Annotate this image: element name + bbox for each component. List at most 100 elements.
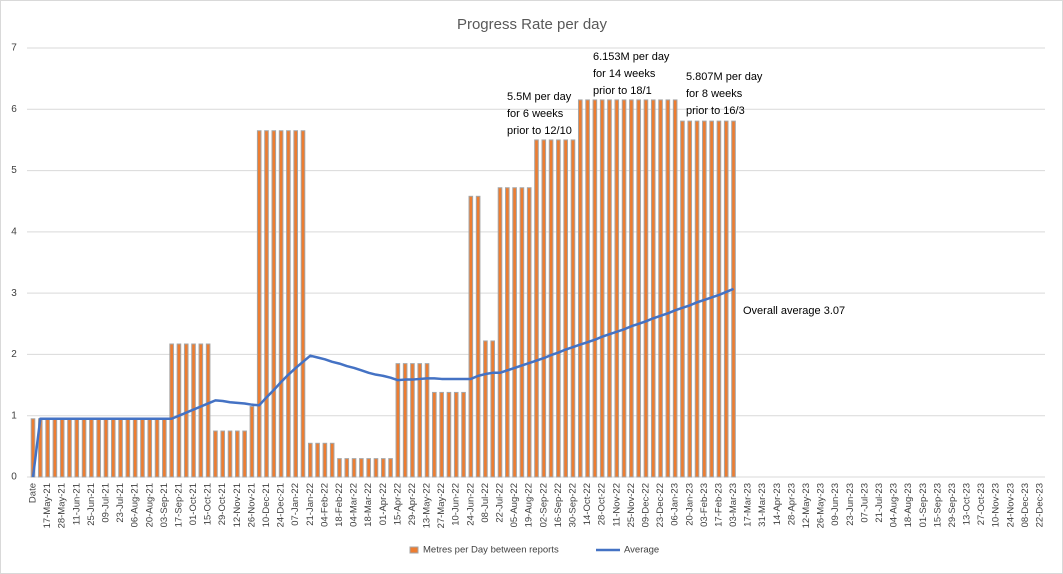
bar bbox=[147, 418, 153, 478]
x-tick-label: 15-Apr-22 bbox=[392, 483, 403, 525]
bar bbox=[89, 418, 94, 478]
bar bbox=[366, 458, 371, 478]
x-tick-label: 25-Nov-22 bbox=[626, 483, 637, 527]
bar bbox=[541, 139, 547, 478]
x-tick-label: 13-May-22 bbox=[422, 483, 433, 528]
bar bbox=[344, 458, 350, 478]
bar bbox=[183, 343, 189, 478]
x-tick-label: 24-Dec-21 bbox=[276, 483, 287, 527]
x-tick-label: 04-Aug-23 bbox=[889, 483, 900, 527]
x-tick-label: 03-Feb-23 bbox=[699, 483, 710, 527]
bar bbox=[548, 139, 554, 478]
y-tick-label: 4 bbox=[11, 226, 17, 237]
y-tick-label: 6 bbox=[11, 104, 17, 115]
bar bbox=[475, 195, 481, 478]
x-tick-label: 10-Jun-22 bbox=[451, 483, 462, 526]
bar bbox=[132, 418, 138, 478]
annotation: for 14 weeks bbox=[593, 68, 656, 80]
x-tick-label: 14-Oct-22 bbox=[582, 483, 593, 525]
x-tick-label: 13-Oct-23 bbox=[962, 483, 973, 525]
bar bbox=[220, 430, 226, 478]
bar bbox=[512, 187, 517, 478]
bar bbox=[483, 340, 488, 478]
x-tick-label: 25-Jun-21 bbox=[86, 483, 97, 526]
bar bbox=[59, 418, 65, 478]
bar bbox=[271, 130, 277, 478]
bar bbox=[227, 430, 233, 478]
x-tick-label: 21-Jul-23 bbox=[874, 483, 885, 523]
bar bbox=[424, 363, 430, 478]
bar bbox=[636, 99, 641, 478]
annotation: 5.807M per day bbox=[686, 71, 763, 83]
x-tick-label: 28-Apr-23 bbox=[786, 483, 797, 525]
x-tick-label: 22-Jul-22 bbox=[495, 483, 506, 523]
x-tick-label: 20-Aug-21 bbox=[144, 483, 155, 527]
bar bbox=[169, 343, 174, 478]
bar bbox=[315, 442, 320, 478]
bar bbox=[125, 418, 131, 478]
bar bbox=[286, 130, 291, 478]
bar bbox=[110, 418, 116, 478]
x-tick-label: 03-Sep-21 bbox=[159, 483, 170, 527]
x-tick-label: 01-Apr-22 bbox=[378, 483, 389, 525]
bar bbox=[592, 99, 598, 478]
bar bbox=[45, 418, 50, 478]
bar bbox=[388, 458, 393, 478]
x-tick-label: 18-Aug-23 bbox=[903, 483, 914, 527]
bar bbox=[446, 391, 452, 478]
x-tick-label: 23-Dec-22 bbox=[655, 483, 666, 527]
y-tick-label: 2 bbox=[11, 349, 17, 360]
y-tick-label: 3 bbox=[11, 288, 17, 299]
x-tick-label: 15-Sep-23 bbox=[932, 483, 943, 527]
bar bbox=[658, 99, 663, 478]
x-tick-label: 16-Sep-22 bbox=[553, 483, 564, 527]
bar bbox=[278, 130, 284, 478]
bar bbox=[621, 99, 627, 478]
x-tick-label: 07-Jan-22 bbox=[290, 483, 301, 526]
bar bbox=[417, 363, 423, 478]
x-tick-label: Date bbox=[28, 483, 39, 503]
average-line bbox=[31, 287, 735, 478]
bar bbox=[505, 187, 510, 478]
annotation: 6.153M per day bbox=[593, 51, 670, 63]
bar bbox=[52, 418, 58, 478]
x-tick-label: 26-Nov-21 bbox=[246, 483, 257, 527]
bar bbox=[329, 442, 335, 478]
x-tick-label: 23-Jun-23 bbox=[845, 483, 856, 526]
x-tick-label: 22-Dec-23 bbox=[1035, 483, 1046, 527]
bar bbox=[205, 343, 211, 478]
x-tick-label: 05-Aug-22 bbox=[509, 483, 520, 527]
bar bbox=[249, 406, 255, 478]
bar bbox=[723, 120, 729, 478]
bar bbox=[351, 458, 357, 478]
y-tick-label: 1 bbox=[11, 410, 17, 421]
bar bbox=[585, 99, 590, 478]
bar bbox=[687, 120, 693, 478]
x-tick-label: 28-May-21 bbox=[57, 483, 68, 528]
bar bbox=[731, 120, 736, 478]
x-tick-label: 12-Nov-21 bbox=[232, 483, 243, 527]
bar bbox=[359, 458, 364, 478]
x-tick-label: 21-Jan-22 bbox=[305, 483, 316, 526]
x-tick-label: 19-Aug-22 bbox=[524, 483, 535, 527]
x-tick-label: 10-Dec-21 bbox=[261, 483, 272, 527]
bar bbox=[264, 130, 269, 478]
bar bbox=[716, 120, 722, 478]
x-tick-label: 24-Nov-23 bbox=[1005, 483, 1016, 527]
bar bbox=[680, 120, 685, 478]
bar bbox=[694, 120, 700, 478]
bar bbox=[665, 99, 671, 478]
bar bbox=[629, 99, 634, 478]
bar bbox=[380, 458, 386, 478]
bar bbox=[235, 430, 240, 478]
annotation: 5.5M per day bbox=[507, 91, 572, 103]
x-tick-label: 26-May-23 bbox=[816, 483, 827, 528]
x-tick-label: 30-Sep-22 bbox=[568, 483, 579, 527]
bar bbox=[103, 418, 109, 478]
bar bbox=[140, 418, 145, 478]
x-tick-label: 29-Sep-23 bbox=[947, 483, 958, 527]
x-tick-label: 12-May-23 bbox=[801, 483, 812, 528]
x-tick-label: 17-Sep-21 bbox=[173, 483, 184, 527]
x-tick-label: 09-Jul-21 bbox=[100, 483, 111, 523]
bar bbox=[198, 343, 204, 478]
